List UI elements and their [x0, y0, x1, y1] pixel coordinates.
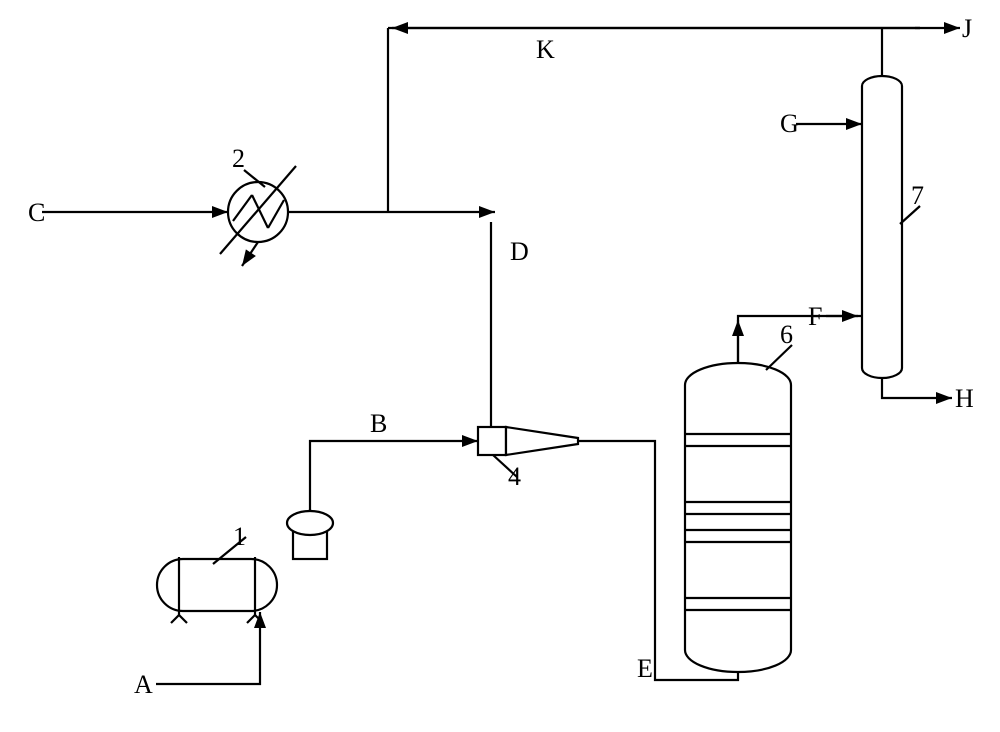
equipment-label-n6: 6	[780, 320, 793, 349]
equipment-label-n7: 7	[911, 181, 924, 210]
equipment-label-n4: 4	[508, 462, 521, 491]
stream-label-E: E	[637, 654, 653, 683]
equipment-label-n2: 2	[232, 144, 245, 173]
stream-label-F: F	[808, 302, 822, 331]
stream-label-D: D	[510, 237, 529, 266]
stream-label-K: K	[536, 35, 555, 64]
stream-label-B: B	[370, 409, 387, 438]
stream-label-C: C	[28, 198, 45, 227]
stream-label-G: G	[780, 109, 799, 138]
reactor-6	[685, 345, 792, 672]
stream-label-A: A	[134, 670, 153, 699]
stream-label-J: J	[962, 14, 972, 43]
canvas-bg	[0, 0, 1000, 732]
stream-label-H: H	[955, 384, 974, 413]
equipment-label-n1: 1	[233, 522, 246, 551]
